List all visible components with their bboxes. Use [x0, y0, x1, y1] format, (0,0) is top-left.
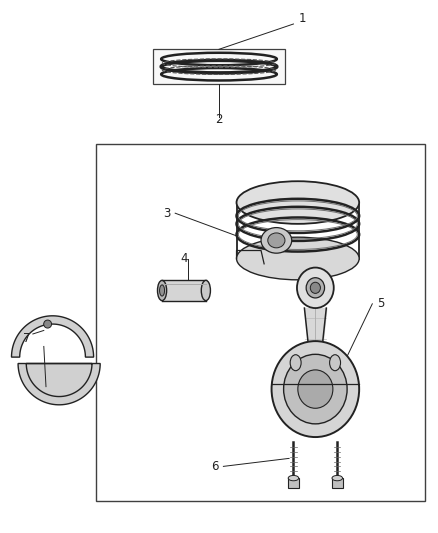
Ellipse shape: [272, 341, 359, 437]
Bar: [96, 144, 425, 501]
Text: 5: 5: [378, 297, 385, 310]
Ellipse shape: [290, 355, 301, 371]
Ellipse shape: [237, 181, 359, 224]
Ellipse shape: [268, 233, 285, 248]
Ellipse shape: [329, 355, 341, 371]
Ellipse shape: [284, 354, 347, 424]
Ellipse shape: [261, 228, 292, 253]
Text: 7: 7: [22, 332, 30, 345]
Text: 3: 3: [163, 207, 170, 220]
Ellipse shape: [158, 280, 166, 301]
Ellipse shape: [332, 475, 343, 481]
Text: 4: 4: [180, 252, 188, 265]
Polygon shape: [18, 364, 100, 405]
Ellipse shape: [44, 320, 52, 328]
Ellipse shape: [159, 285, 165, 296]
Text: 1: 1: [298, 12, 306, 25]
Ellipse shape: [306, 278, 325, 298]
Text: 6: 6: [211, 460, 219, 473]
Text: 2: 2: [215, 114, 223, 126]
Ellipse shape: [201, 280, 210, 301]
Ellipse shape: [297, 268, 334, 308]
Bar: [162, 280, 206, 301]
Ellipse shape: [237, 237, 359, 280]
Bar: [288, 478, 299, 488]
Bar: [332, 478, 343, 488]
Ellipse shape: [310, 282, 321, 293]
Ellipse shape: [298, 370, 333, 408]
Bar: [153, 50, 285, 84]
Ellipse shape: [288, 475, 299, 481]
Polygon shape: [11, 316, 94, 357]
